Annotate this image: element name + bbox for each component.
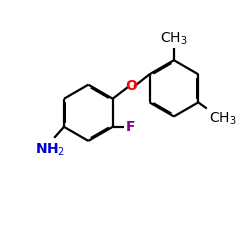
Text: CH$_3$: CH$_3$: [160, 30, 188, 47]
Text: O: O: [125, 80, 137, 94]
Text: F: F: [126, 120, 136, 134]
Text: NH$_2$: NH$_2$: [36, 142, 66, 158]
Text: CH$_3$: CH$_3$: [209, 111, 237, 127]
